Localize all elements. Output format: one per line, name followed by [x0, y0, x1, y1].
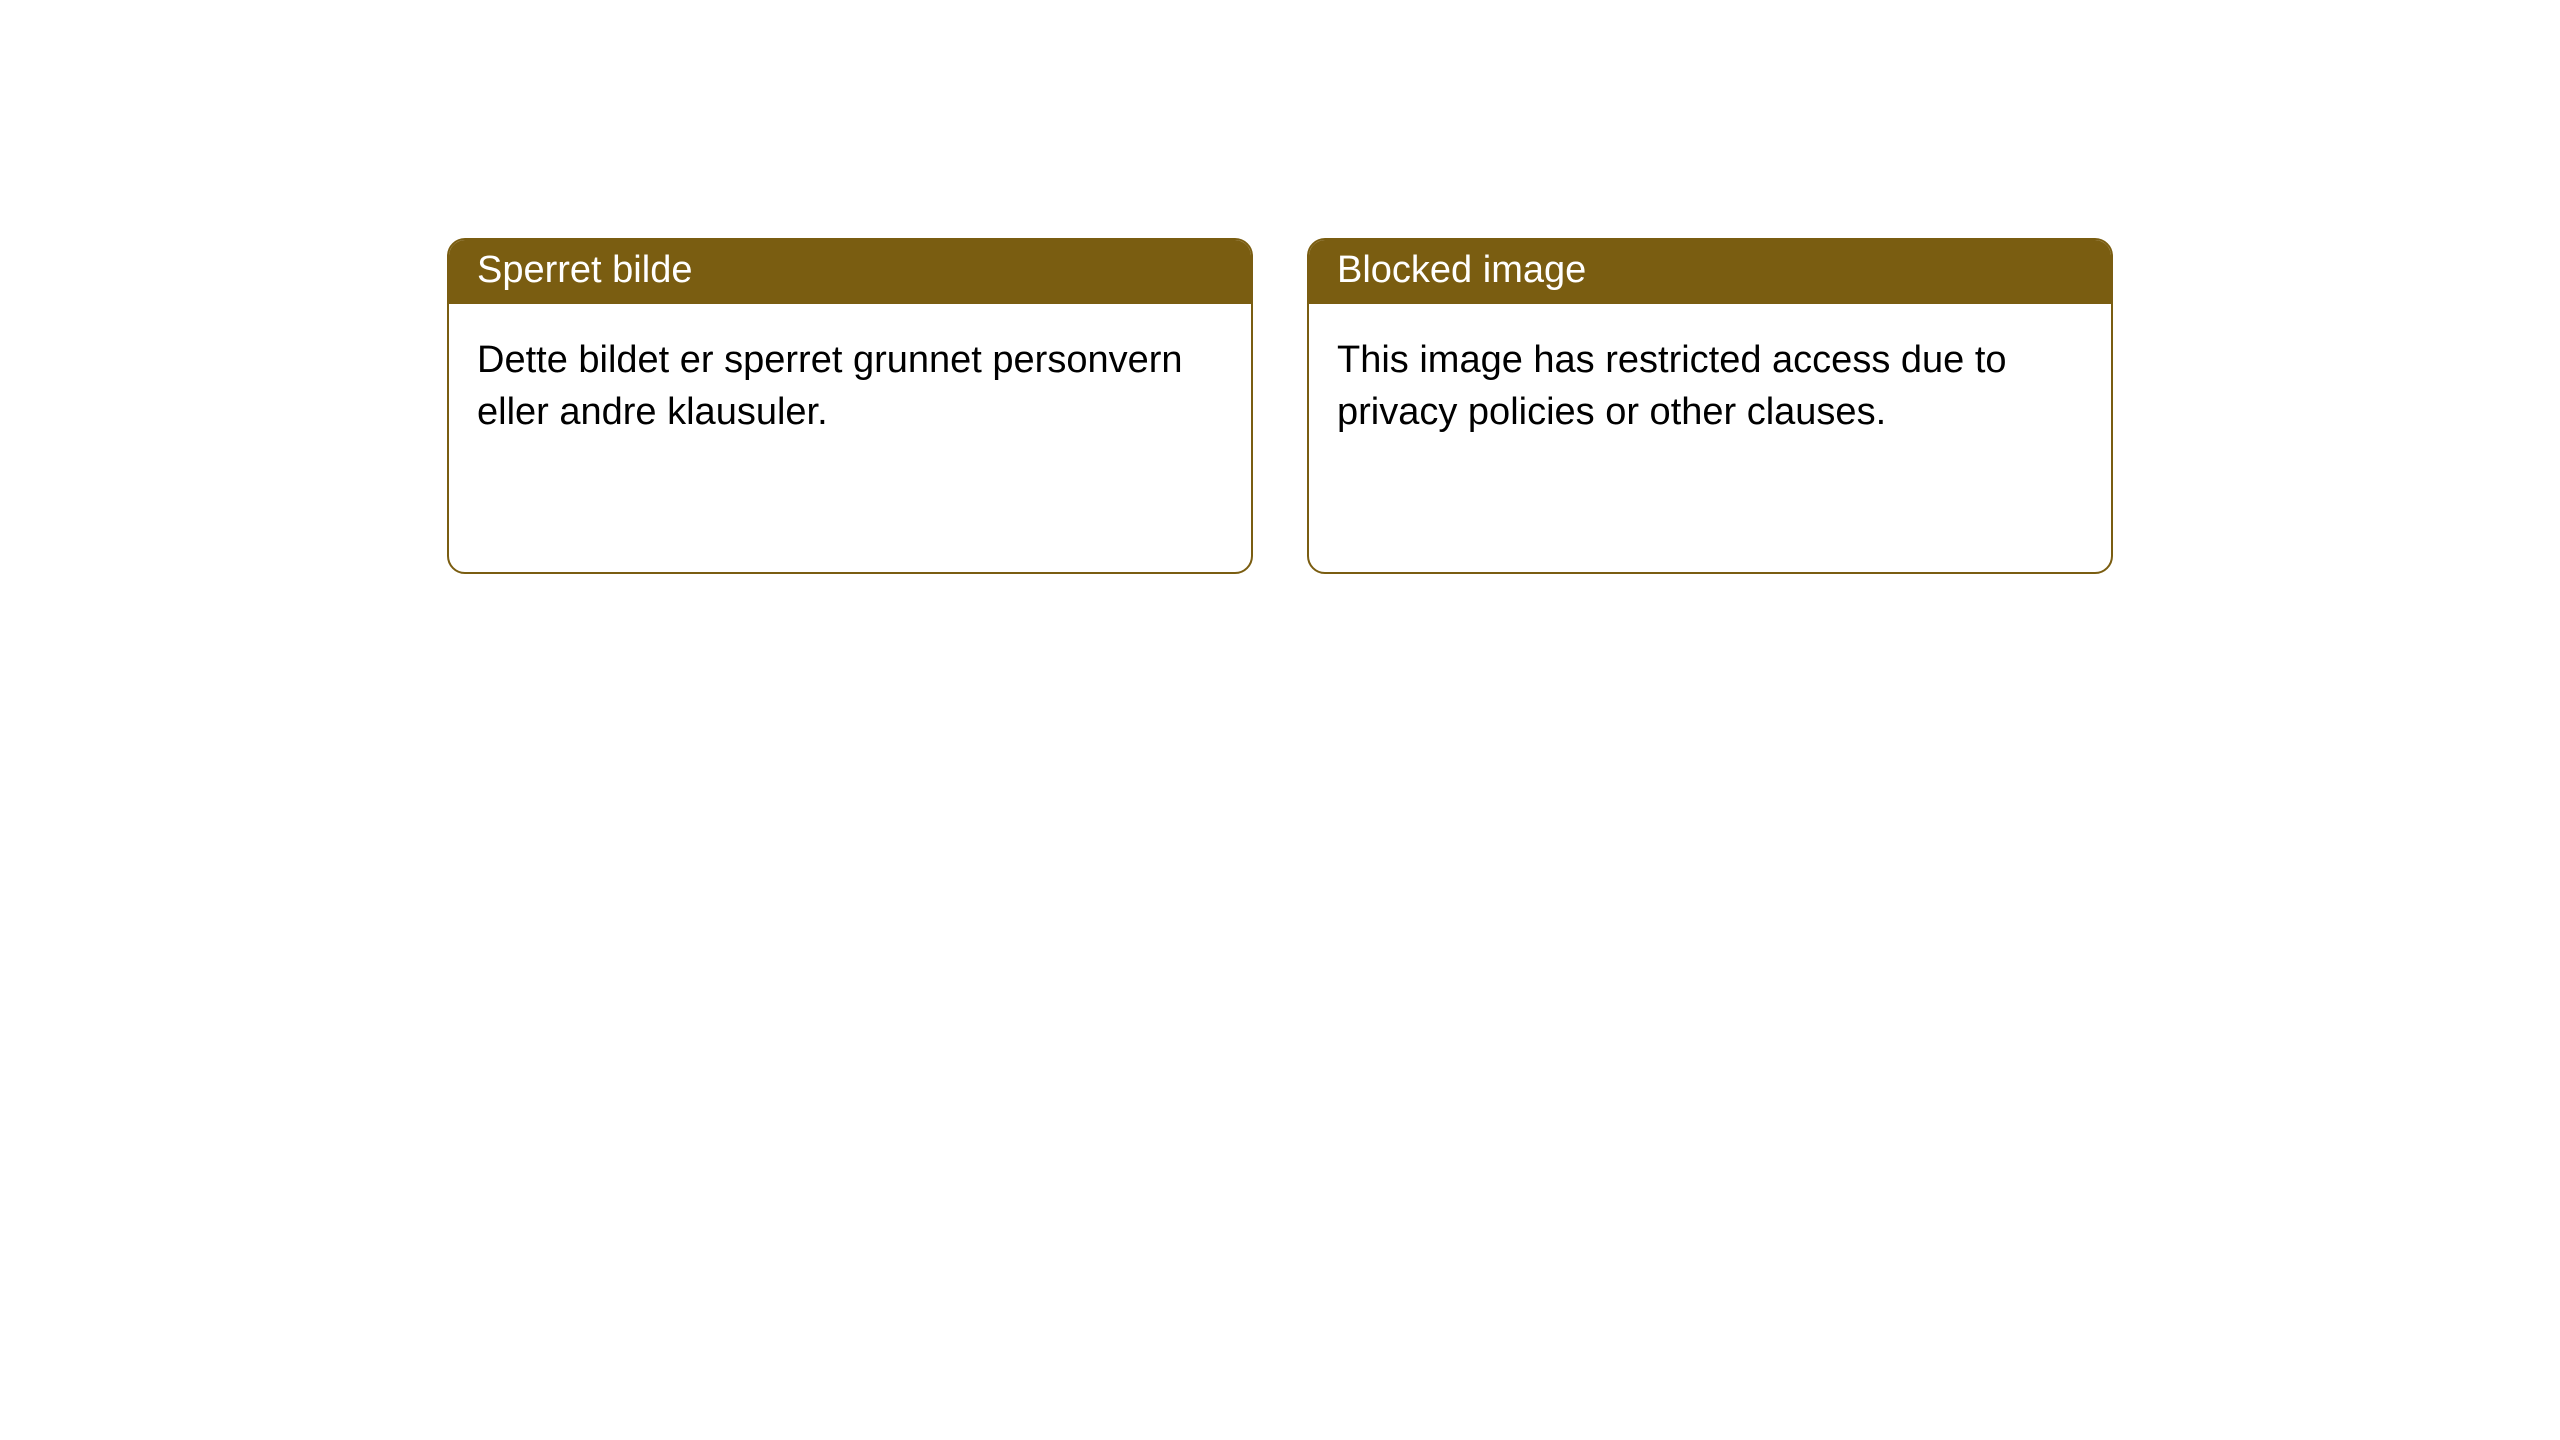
- notice-card-english: Blocked image This image has restricted …: [1307, 238, 2113, 574]
- notice-card-norwegian: Sperret bilde Dette bildet er sperret gr…: [447, 238, 1253, 574]
- notice-header-norwegian: Sperret bilde: [449, 240, 1251, 304]
- notice-header-english: Blocked image: [1309, 240, 2111, 304]
- notice-body-english: This image has restricted access due to …: [1309, 304, 2111, 572]
- notice-body-norwegian: Dette bildet er sperret grunnet personve…: [449, 304, 1251, 572]
- notice-cards-container: Sperret bilde Dette bildet er sperret gr…: [447, 238, 2113, 574]
